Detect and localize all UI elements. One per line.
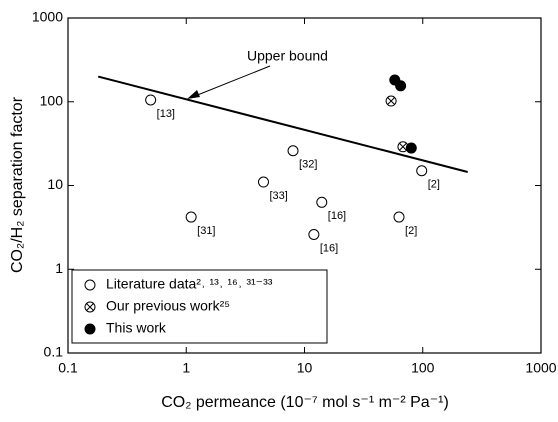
point-part bbox=[308, 228, 320, 240]
legend-marker bbox=[84, 279, 96, 291]
upper-bound-line bbox=[97, 75, 468, 173]
point-part bbox=[257, 176, 269, 188]
point-label: [31] bbox=[197, 225, 215, 237]
x-tick-label: 100 bbox=[411, 360, 435, 376]
legend-marker-part bbox=[84, 279, 96, 291]
point-label: [2] bbox=[405, 225, 417, 237]
y-tick-label: 1000 bbox=[32, 9, 63, 25]
point-label: [2] bbox=[428, 179, 440, 191]
point-part bbox=[287, 145, 299, 157]
point bbox=[395, 80, 407, 92]
point-part bbox=[316, 196, 328, 208]
point-label: [32] bbox=[299, 159, 317, 171]
point bbox=[257, 176, 269, 188]
x-tick-label: 10 bbox=[297, 360, 313, 376]
point bbox=[316, 196, 328, 208]
x-axis-title: CO₂ permeance (10⁻⁷ mol s⁻¹ m⁻² Pa⁻¹) bbox=[161, 394, 449, 411]
point bbox=[145, 94, 157, 106]
point-part bbox=[395, 80, 407, 92]
legend-label: This work bbox=[106, 320, 167, 336]
point-part bbox=[399, 142, 407, 151]
y-tick-label: 100 bbox=[40, 92, 64, 108]
y-tick-label: 1 bbox=[55, 260, 63, 276]
legend-marker-part bbox=[84, 323, 96, 335]
y-axis-title: CO₂/H₂ separation factor bbox=[9, 96, 26, 273]
point bbox=[405, 142, 417, 154]
point bbox=[185, 211, 197, 223]
point-part bbox=[393, 211, 405, 223]
point-label: [33] bbox=[269, 190, 287, 202]
point bbox=[308, 228, 320, 240]
legend-box bbox=[71, 269, 328, 344]
point-part bbox=[145, 94, 157, 106]
point-label: [16] bbox=[328, 210, 346, 222]
annotation-arrow bbox=[189, 65, 271, 99]
point-label: [16] bbox=[320, 242, 338, 254]
annotation-arrowhead bbox=[187, 90, 200, 99]
x-tick-label: 1 bbox=[182, 360, 190, 376]
point-label: [13] bbox=[157, 108, 175, 120]
point-part bbox=[416, 165, 428, 177]
y-tick-label: 0.1 bbox=[44, 344, 64, 360]
point bbox=[416, 165, 428, 177]
annotation: Upper bound bbox=[247, 48, 328, 64]
legend-marker-part bbox=[86, 303, 94, 311]
point bbox=[393, 211, 405, 223]
point-part bbox=[405, 142, 417, 154]
point-part bbox=[387, 97, 395, 105]
y-tick-label: 10 bbox=[47, 176, 63, 192]
legend-label: Literature data²˒ ¹³˒ ¹⁶˒ ³¹⁻³³ bbox=[106, 276, 273, 292]
legend-marker bbox=[84, 301, 96, 313]
point-part bbox=[185, 211, 197, 223]
point bbox=[287, 145, 299, 157]
x-tick-label: 0.1 bbox=[58, 360, 78, 376]
x-tick-label: 1000 bbox=[525, 360, 556, 376]
point bbox=[385, 95, 397, 107]
legend-label: Our previous work²⁵ bbox=[106, 298, 230, 314]
legend-marker bbox=[84, 323, 96, 335]
